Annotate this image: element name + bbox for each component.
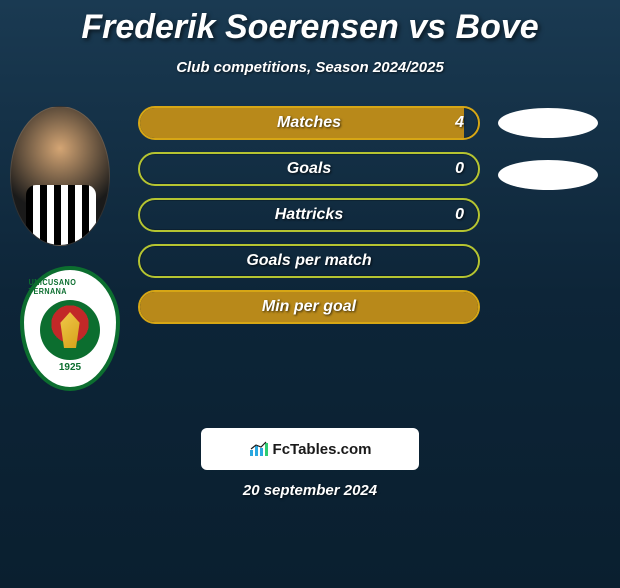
club-badge-left: UNICUSANO TERNANA 1925 <box>20 266 120 391</box>
stat-value: 0 <box>455 206 464 224</box>
date-label: 20 september 2024 <box>0 482 620 499</box>
page-title: Frederik Soerensen vs Bove <box>0 8 620 47</box>
stat-bars: Matches4Goals0Hattricks0Goals per matchM… <box>138 106 480 336</box>
right-player-markers <box>498 106 598 212</box>
brand-text: FcTables.com <box>273 441 372 458</box>
stat-label: Min per goal <box>140 298 478 316</box>
stat-value: 0 <box>455 160 464 178</box>
subtitle: Club competitions, Season 2024/2025 <box>0 59 620 76</box>
player-photo-left <box>10 106 110 246</box>
stat-row-min-per-goal: Min per goal <box>138 290 480 324</box>
stat-label: Goals <box>140 160 478 178</box>
club-name-arc: UNICUSANO TERNANA <box>29 278 112 296</box>
stat-row-goals: Goals0 <box>138 152 480 186</box>
brand-chart-icon <box>249 441 269 457</box>
stat-row-goals-per-match: Goals per match <box>138 244 480 278</box>
stat-row-hattricks: Hattricks0 <box>138 198 480 232</box>
stat-label: Goals per match <box>140 252 478 270</box>
club-crest-icon <box>40 300 100 360</box>
stat-row-matches: Matches4 <box>138 106 480 140</box>
player-right-oval <box>498 108 598 138</box>
comparison-panel: UNICUSANO TERNANA 1925 Matches4Goals0Hat… <box>0 106 620 446</box>
stat-label: Matches <box>140 114 478 132</box>
brand-badge: FcTables.com <box>201 428 419 470</box>
stat-value: 4 <box>455 114 464 132</box>
club-year: 1925 <box>59 362 81 373</box>
player-right-oval <box>498 160 598 190</box>
stat-label: Hattricks <box>140 206 478 224</box>
